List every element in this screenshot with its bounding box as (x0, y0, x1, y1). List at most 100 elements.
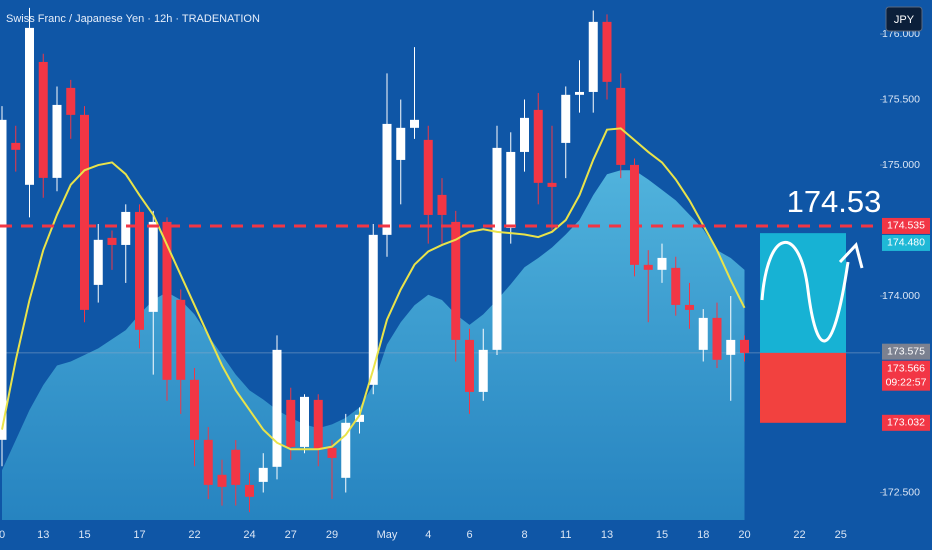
candle-body (520, 117, 529, 152)
x-tick-label: 4 (425, 529, 431, 541)
candle-body (698, 317, 708, 350)
candle-body (176, 299, 186, 380)
candle-body (478, 349, 488, 392)
candle-body (368, 234, 378, 385)
x-tick-label: 17 (133, 529, 145, 541)
candle-body (602, 21, 612, 82)
x-tick-label: 13 (601, 529, 613, 541)
candle-body (107, 237, 117, 245)
candle-body (492, 147, 502, 350)
price-tag (882, 234, 930, 251)
candle-body (506, 151, 516, 228)
moving-average (1, 127, 746, 451)
candle-body (66, 87, 76, 115)
candle-body (313, 399, 323, 450)
candle-body (382, 123, 392, 235)
candle-body (355, 414, 364, 422)
candle-body (561, 94, 571, 143)
target-annotation: 174.53 (787, 184, 882, 219)
x-tick-label: 25 (835, 529, 847, 541)
chart-title: Swiss Franc / Japanese Yen · 12h · TRADE… (6, 13, 260, 25)
x-tick-label: May (377, 529, 398, 541)
y-tick-label: 175.500 (882, 93, 920, 105)
price-tag-countdown: 09:22:57 (886, 376, 927, 388)
y-tick-label: 172.500 (882, 486, 920, 498)
candle-body (11, 142, 21, 150)
candle-body (616, 87, 626, 165)
price-tag-label: 173.566 (887, 362, 925, 374)
currency-button[interactable] (885, 6, 923, 32)
x-tick-label: 11 (560, 529, 571, 541)
candle-body (148, 221, 158, 312)
candle-body (135, 211, 144, 330)
candle-body (327, 447, 337, 458)
candle-body (25, 27, 34, 185)
x-tick-label: 6 (466, 529, 472, 541)
candle-body (286, 399, 296, 447)
price-tag (882, 343, 930, 360)
candle-body (203, 439, 213, 485)
x-tick-label: 8 (521, 529, 527, 541)
candle-body (231, 449, 241, 485)
x-tick-label: 0 (0, 529, 5, 541)
candle-body (437, 194, 447, 215)
x-tick-label: 13 (37, 529, 49, 541)
candle-body (396, 127, 406, 160)
candle-body (0, 119, 7, 440)
candle-body (300, 396, 309, 447)
x-tick-label: 20 (738, 529, 750, 541)
x-tick-label: 18 (697, 529, 709, 541)
candle-body (588, 21, 598, 92)
arrow-head (838, 241, 864, 269)
candle-body (643, 264, 653, 270)
candle-body (465, 339, 474, 392)
x-tick-label: 15 (78, 529, 90, 541)
price-tag (882, 414, 930, 431)
candle-body (272, 349, 282, 467)
x-tick-label: 15 (656, 529, 668, 541)
candle-body (121, 211, 131, 245)
candle-body (410, 119, 419, 128)
candle-body (245, 484, 254, 497)
y-tick-label: 174.000 (882, 290, 920, 302)
candle-body (162, 221, 172, 380)
y-tick-label: 175.000 (882, 159, 920, 171)
candle-body (671, 267, 681, 305)
candle-body (341, 422, 351, 478)
candle-body (80, 114, 89, 310)
currency-label[interactable]: JPY (894, 14, 915, 26)
candle-body (190, 379, 199, 440)
candle-body (685, 304, 694, 310)
candle-body (38, 61, 48, 178)
price-tag (882, 360, 930, 391)
x-tick-label: 29 (326, 529, 338, 541)
price-tag-label: 173.575 (887, 345, 925, 357)
candle-body (217, 474, 227, 487)
x-tick-label: 24 (243, 529, 255, 541)
x-tick-label: 27 (285, 529, 297, 541)
candle-body (712, 317, 722, 360)
plot-area: 174.53 0 13 15 17 22 24 27 29 May 4 6 8 11 13 15 18 20 22 2… (0, 7, 930, 541)
candle-body (258, 467, 268, 482)
candle-body (575, 91, 584, 95)
candle-body (630, 164, 639, 265)
price-tag-label: 174.535 (887, 220, 925, 232)
candle-body (547, 182, 557, 187)
candle-body (740, 339, 749, 353)
candle-body (93, 239, 103, 285)
x-tick-label: 22 (793, 529, 805, 541)
candle-body (726, 339, 736, 355)
price-tag-label: 174.480 (887, 237, 925, 249)
candle-body (533, 109, 543, 183)
projection-stop (760, 352, 846, 423)
wave-arrow (760, 241, 850, 343)
area (2, 170, 745, 520)
x-tick-label: 22 (188, 529, 200, 541)
candle-body (451, 221, 461, 340)
price-tag (882, 217, 930, 234)
price-tag-label: 173.032 (887, 417, 925, 429)
candle-body (52, 104, 62, 178)
candle-body (657, 257, 667, 270)
candle-body (423, 139, 433, 215)
